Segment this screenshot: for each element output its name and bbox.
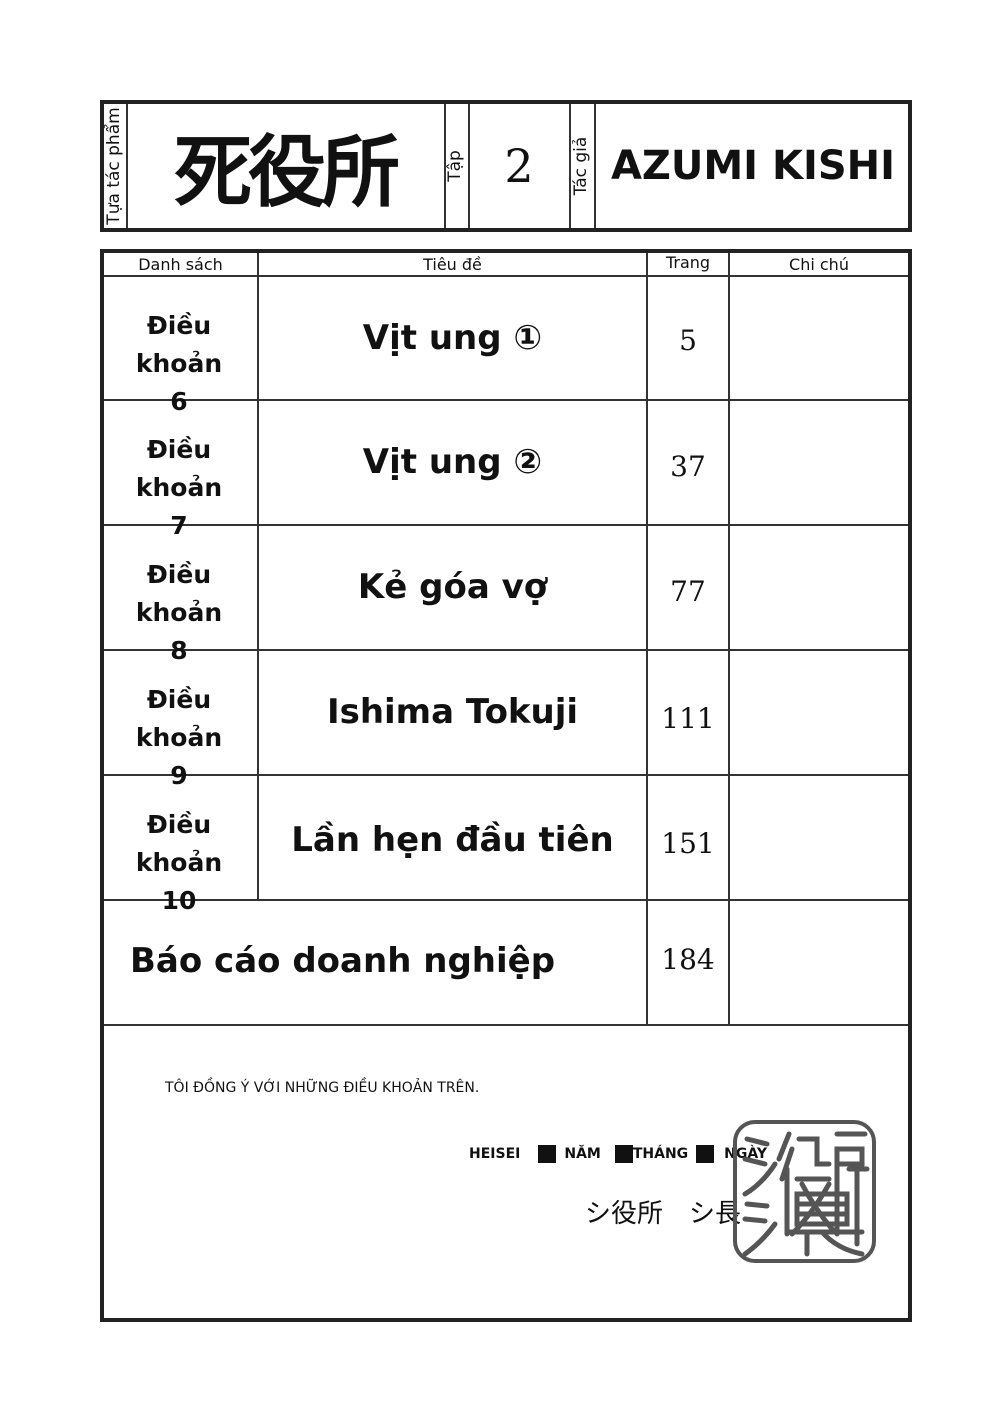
row-category: Điều khoản xyxy=(135,560,223,627)
row-number: 10 xyxy=(161,886,197,915)
divider xyxy=(104,524,908,526)
row-category: Điều khoản xyxy=(135,311,223,378)
date-era: HEISEI xyxy=(469,1146,521,1162)
row-page: 111 xyxy=(661,701,715,735)
table-row: Điều khoản 7 Vịt ung ② 37 xyxy=(104,401,908,540)
row-title: Báo cáo doanh nghiệp xyxy=(130,941,556,981)
row-number: 9 xyxy=(170,761,188,790)
volume-label: Tập xyxy=(445,150,465,182)
date-month: THÁNG xyxy=(632,1146,689,1162)
row-page: 37 xyxy=(670,449,706,483)
divider xyxy=(104,899,908,901)
author-label: Tác giả xyxy=(571,136,591,196)
row-title: Lần hẹn đầu tiên xyxy=(291,820,614,860)
row-category: Điều khoản xyxy=(135,685,223,752)
row-number: 8 xyxy=(170,636,188,665)
row-page: 5 xyxy=(679,323,697,357)
row-page: 151 xyxy=(661,826,715,860)
column-header-title: Tiêu đề xyxy=(423,254,482,274)
table-row-final: Báo cáo doanh nghiệp 184 xyxy=(104,901,908,1023)
table-row: Điều khoản 10 Lần hẹn đầu tiên 151 xyxy=(104,776,908,915)
divider xyxy=(569,104,571,228)
date-line: HEISEI NĂM THÁNG NGÀY xyxy=(469,1145,767,1163)
table-row: Điều khoản 8 Kẻ góa vợ 77 xyxy=(104,526,908,665)
row-title: Kẻ góa vợ xyxy=(357,567,548,607)
divider xyxy=(444,104,446,228)
divider xyxy=(126,104,128,228)
divider xyxy=(104,1024,908,1026)
row-number: 7 xyxy=(170,511,188,540)
divider xyxy=(257,253,259,900)
row-title: Vịt ung ① xyxy=(362,318,543,358)
date-year: NĂM xyxy=(564,1146,601,1162)
row-title: Ishima Tokuji xyxy=(326,692,579,732)
divider xyxy=(104,774,908,776)
column-header-list: Danh sách xyxy=(138,254,223,274)
table-row: Điều khoản 9 Ishima Tokuji 111 xyxy=(104,651,908,790)
row-title: Vịt ung ② xyxy=(362,442,543,482)
signature: シ役所 シ長 xyxy=(585,1199,742,1229)
author-name: AZUMI KISHI xyxy=(610,143,896,189)
work-title-label: Tựa tác phẩm xyxy=(104,107,124,225)
divider xyxy=(646,253,648,1025)
header-box xyxy=(100,100,912,232)
divider xyxy=(104,275,908,277)
column-header-page: Trang xyxy=(665,252,711,272)
divider xyxy=(104,649,908,651)
table-row: Điều khoản 6 Vịt ung ① 5 xyxy=(104,277,908,416)
divider xyxy=(104,399,908,401)
divider xyxy=(468,104,470,228)
row-page: 77 xyxy=(670,574,706,608)
row-category: Điều khoản xyxy=(135,435,223,502)
seal-stamp xyxy=(733,1120,876,1263)
column-header-notes: Chi chú xyxy=(789,254,849,274)
row-number: 6 xyxy=(170,387,188,416)
row-category: Điều khoản xyxy=(135,810,223,877)
row-page: 184 xyxy=(661,942,715,976)
contents-table xyxy=(100,249,912,1322)
agreement-text: TÔI ĐỒNG Ý VỚI NHỮNG ĐIỀU KHOẢN TRÊN. xyxy=(165,1080,480,1096)
divider xyxy=(594,104,596,228)
seal-glyphs-icon xyxy=(742,1131,870,1257)
divider xyxy=(728,253,730,1025)
work-title: 死役所 xyxy=(173,127,400,218)
volume-number: 2 xyxy=(504,139,534,193)
